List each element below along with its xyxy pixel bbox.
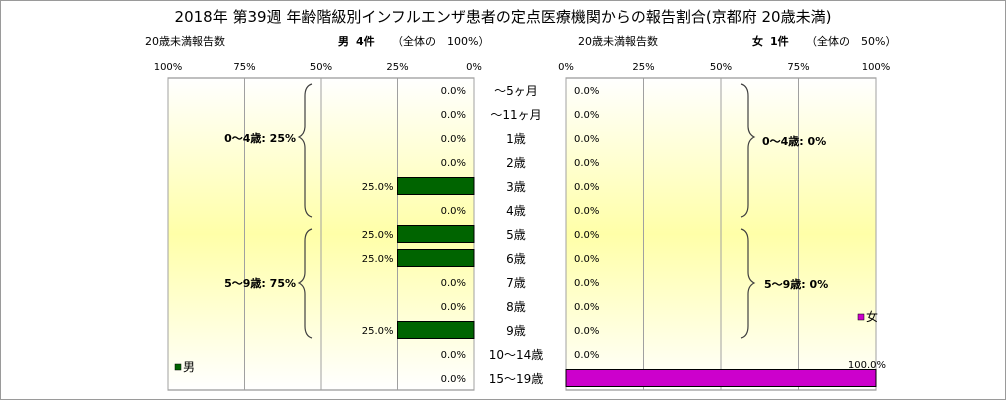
category-label: 10～14歳 xyxy=(489,348,544,362)
right-brace-0-4 xyxy=(740,83,756,218)
right-tick-label: 100% xyxy=(862,62,891,73)
left-tick-label: 100% xyxy=(154,62,183,73)
female-legend-swatch xyxy=(857,313,865,321)
female-legend-label: 女 xyxy=(866,309,878,324)
left-summary-share: （全体の 100%） xyxy=(392,34,489,48)
male-bar xyxy=(397,177,475,195)
left-tick-label: 0% xyxy=(466,62,482,73)
female-data-label: 0.0% xyxy=(574,86,599,97)
female-data-label: 0.0% xyxy=(574,110,599,121)
male-bar xyxy=(397,249,475,267)
female-data-label: 0.0% xyxy=(574,134,599,145)
category-label: 5歳 xyxy=(506,228,526,242)
left-summary-count: 4件 xyxy=(356,34,375,48)
male-bar xyxy=(397,225,475,243)
male-data-label: 25.0% xyxy=(362,182,394,193)
left-annotation-0-4: 0～4歳: 25% xyxy=(224,131,296,145)
left-tick-label: 25% xyxy=(386,62,408,73)
left-brace-5-9 xyxy=(297,228,313,339)
male-data-label: 0.0% xyxy=(441,278,466,289)
male-data-label: 0.0% xyxy=(441,302,466,313)
left-summary-prefix: 男 xyxy=(338,35,349,48)
female-data-label: 0.0% xyxy=(574,278,599,289)
male-data-label: 0.0% xyxy=(441,206,466,217)
chart-title: 2018年 第39週 年齢階級別インフルエンザ患者の定点医療機関からの報告割合(… xyxy=(175,8,832,26)
male-data-label: 0.0% xyxy=(441,110,466,121)
male-legend-label: 男 xyxy=(183,360,195,374)
female-data-label: 0.0% xyxy=(574,326,599,337)
right-tick-label: 25% xyxy=(632,62,654,73)
right-tick-label: 50% xyxy=(710,62,732,73)
right-caption: 20歳未満報告数 xyxy=(578,35,658,48)
right-annotation-0-4: 0～4歳: 0% xyxy=(762,134,826,148)
category-label: 1歳 xyxy=(506,132,526,146)
male-data-label: 0.0% xyxy=(441,374,466,385)
female-data-label: 0.0% xyxy=(574,350,599,361)
right-summary-share: （全体の 50%） xyxy=(806,34,896,48)
category-label: 2歳 xyxy=(506,156,526,170)
female-data-label: 100.0% xyxy=(848,360,886,371)
left-brace-0-4 xyxy=(297,83,313,218)
category-label: 4歳 xyxy=(506,204,526,218)
female-data-label: 0.0% xyxy=(574,254,599,265)
category-label: ～5ヶ月 xyxy=(494,84,538,98)
male-data-label: 0.0% xyxy=(441,134,466,145)
left-annotation-5-9: 5～9歳: 75% xyxy=(224,276,296,290)
right-annotation-5-9: 5～9歳: 0% xyxy=(764,277,828,291)
right-summary-prefix: 女 xyxy=(752,34,763,48)
female-bar xyxy=(565,369,877,387)
category-label: ～11ヶ月 xyxy=(490,108,541,122)
left-tick-label: 75% xyxy=(233,62,255,73)
male-data-label: 0.0% xyxy=(441,350,466,361)
male-data-label: 0.0% xyxy=(441,86,466,97)
category-label: 8歳 xyxy=(506,300,526,314)
right-tick-label: 75% xyxy=(787,62,809,73)
category-label: 3歳 xyxy=(506,180,526,194)
category-label: 7歳 xyxy=(506,276,526,290)
category-label: 6歳 xyxy=(506,252,526,266)
male-bar xyxy=(397,321,475,339)
category-label: 9歳 xyxy=(506,324,526,338)
female-data-label: 0.0% xyxy=(574,302,599,313)
male-data-label: 25.0% xyxy=(362,230,394,241)
female-data-label: 0.0% xyxy=(574,206,599,217)
right-brace-5-9 xyxy=(740,228,756,339)
male-data-label: 25.0% xyxy=(362,326,394,337)
female-data-label: 0.0% xyxy=(574,182,599,193)
right-tick-label: 0% xyxy=(558,62,574,73)
male-legend-swatch xyxy=(174,363,182,371)
male-data-label: 25.0% xyxy=(362,254,394,265)
right-summary-count: 1件 xyxy=(770,34,789,48)
female-data-label: 0.0% xyxy=(574,158,599,169)
left-caption: 20歳未満報告数 xyxy=(145,35,225,48)
male-data-label: 0.0% xyxy=(441,158,466,169)
category-label: 15～19歳 xyxy=(489,372,544,386)
female-data-label: 0.0% xyxy=(574,230,599,241)
left-tick-label: 50% xyxy=(310,62,332,73)
